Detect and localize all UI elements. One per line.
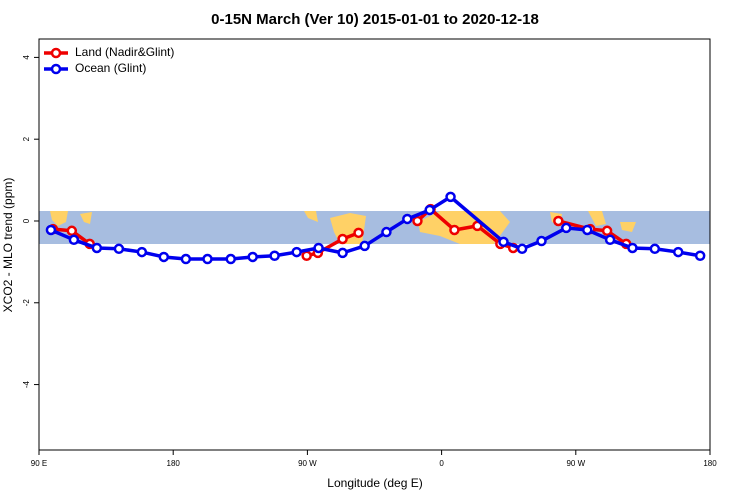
data-point [627,242,638,254]
data-point [337,233,348,245]
data-point [445,191,456,203]
x-tick-label: 180 [167,459,181,468]
data-point [291,246,302,258]
y-tick-label: -2 [22,299,31,307]
data-point [649,243,661,255]
data-point [381,226,392,238]
data-point [353,227,364,239]
data-point [516,243,528,255]
x-axis-label: Longitude (deg E) [327,476,422,490]
data-point [202,253,213,265]
data-point [247,251,258,263]
data-point [536,235,547,247]
data-point [359,240,370,252]
data-point [694,250,706,261]
data-point [672,246,684,258]
land-shape [588,211,606,226]
chart-title: 0-15N March (Ver 10) 2015-01-01 to 2020-… [211,11,539,28]
data-point [91,242,103,254]
x-tick-label: 90 W [298,459,317,468]
data-point [301,250,312,261]
data-point [449,224,460,236]
y-tick-label: -4 [22,380,31,388]
land-shape [620,222,636,232]
land-shape [50,211,68,226]
data-point [66,225,78,237]
x-tick-label: 90 E [31,459,47,468]
data-point [582,224,593,236]
data-point [553,215,564,227]
data-point [498,236,509,248]
data-point [45,224,57,236]
x-tick-label: 180 [703,459,717,468]
y-tick-label: 4 [22,55,31,60]
data-point [269,250,280,261]
legend-marker [50,63,62,75]
x-tick-label: 0 [439,459,444,468]
data-point [68,234,80,246]
y-tick-label: 2 [22,136,31,141]
data-point [337,247,348,259]
y-tick-label: 0 [22,218,31,223]
legend-label: Land (Nadir&Glint) [75,45,174,59]
data-point [604,234,616,246]
data-point [225,253,237,265]
data-point [561,222,572,234]
data-point [313,242,324,254]
data-point [113,243,125,255]
data-point [601,225,613,237]
legend-label: Ocean (Glint) [75,61,146,75]
land-shape [304,211,318,222]
land-shape [80,212,92,224]
data-point [424,204,435,216]
x-tick-label: 90 W [566,459,585,468]
data-point [158,251,170,263]
y-axis-label: XCO2 - MLO trend (ppm) [1,178,15,313]
legend-marker [50,47,62,59]
data-point [180,253,192,265]
data-point [402,213,413,225]
plot-frame [38,38,711,451]
data-point [136,246,148,258]
data-point [412,215,423,227]
